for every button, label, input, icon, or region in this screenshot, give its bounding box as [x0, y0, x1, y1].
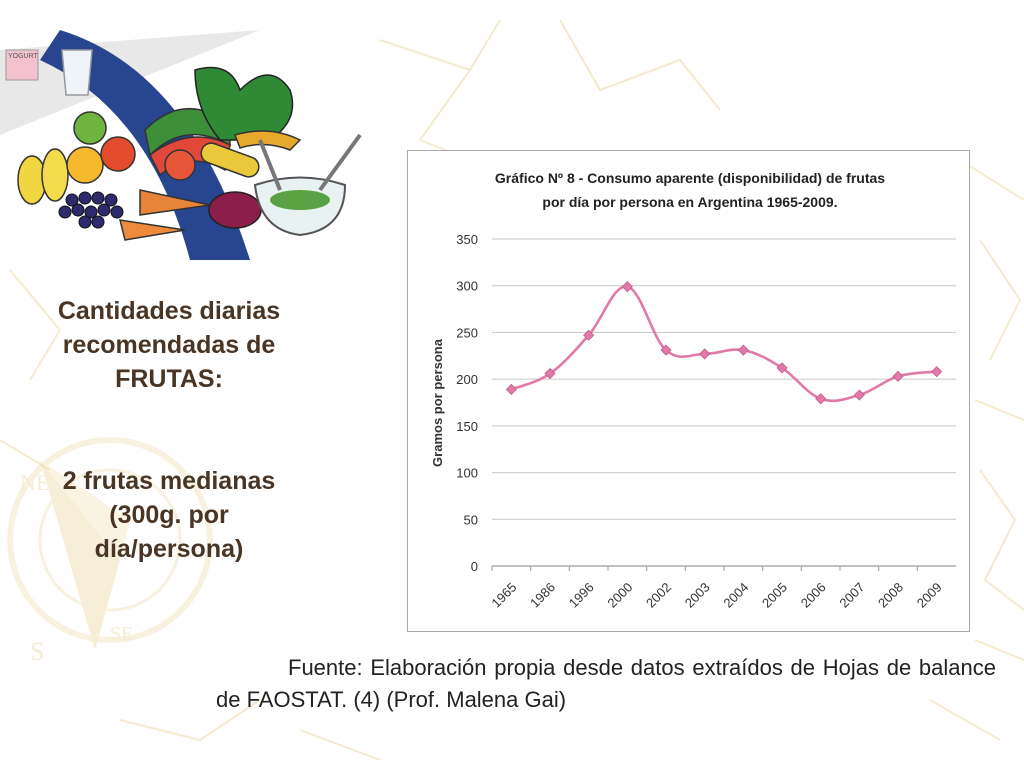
y-tick-label: 350 — [456, 232, 478, 247]
data-point-marker — [621, 281, 633, 293]
svg-text:S: S — [30, 637, 44, 666]
series-markers — [505, 281, 943, 405]
vegetables-icon — [118, 66, 302, 241]
data-point-marker — [544, 367, 556, 380]
data-point-marker — [892, 370, 904, 382]
y-tick-label: 0 — [471, 559, 478, 574]
svg-text:YOGURT: YOGURT — [8, 53, 39, 60]
x-tick-label: 2007 — [836, 580, 867, 611]
svg-text:NE: NE — [20, 470, 49, 495]
x-tick-label: 2008 — [875, 580, 906, 611]
data-point-marker — [660, 344, 672, 356]
y-tick-label: 150 — [456, 419, 478, 434]
line-chart: Gráfico Nº 8 - Consumo aparente (disponi… — [430, 170, 956, 611]
y-tick-label: 250 — [456, 325, 478, 340]
x-tick-label: 2000 — [604, 580, 635, 611]
x-tick-label: 2002 — [643, 580, 674, 611]
chart-title-line-1: Gráfico Nº 8 - Consumo aparente (disponi… — [495, 170, 885, 186]
x-tick-label: 1986 — [527, 580, 558, 611]
y-tick-label: 100 — [456, 466, 478, 481]
compass-watermark-icon: S SE NE — [7, 437, 213, 666]
source-note: Fuente: Elaboración propia desde datos e… — [216, 655, 996, 712]
y-tick-label: 50 — [464, 512, 478, 527]
svg-text:SE: SE — [110, 623, 133, 645]
y-tick-label: 300 — [456, 279, 478, 294]
data-point-marker — [699, 348, 711, 360]
glass-icon — [61, 49, 93, 96]
data-point-marker — [931, 366, 943, 378]
data-point-marker — [583, 329, 595, 341]
x-tick-label: 2003 — [682, 580, 713, 611]
data-point-marker — [853, 389, 865, 401]
data-point-marker — [776, 362, 788, 374]
yogurt-icon: YOGURT — [5, 49, 39, 81]
x-tick-labels: 1965 1986 1996 2000 2002 2003 2004 2005 2006 2007… — [488, 566, 945, 611]
y-tick-label: 200 — [456, 372, 478, 387]
salad-bowl-icon — [253, 133, 362, 237]
data-point-marker — [737, 344, 749, 356]
x-tick-label: 2006 — [798, 580, 829, 611]
y-tick-labels: 0 50 100 150 200 250 300 350 — [456, 232, 478, 574]
data-point-marker — [815, 393, 827, 405]
x-tick-label: 2004 — [720, 580, 751, 611]
x-tick-label: 1965 — [488, 580, 519, 611]
chart-frame: Gráfico Nº 8 - Consumo aparente (disponi… — [407, 150, 970, 632]
recommendation-note: 2 frutas medianas (300g. por día/persona… — [62, 467, 276, 563]
chart-title-line-2: por día por persona en Argentina 1965-20… — [542, 194, 837, 210]
x-tick-label: 1996 — [566, 580, 597, 611]
recommendation-title: Cantidades diarias recomendadas de FRUTA… — [57, 297, 281, 393]
gridlines — [492, 238, 956, 567]
series-line — [510, 285, 937, 403]
x-tick-label: 2005 — [759, 580, 790, 611]
data-point-marker — [505, 383, 517, 395]
y-axis-label: Gramos por persona — [430, 338, 445, 467]
x-tick-label: 2009 — [914, 580, 945, 611]
series-lines — [510, 285, 937, 403]
food-illustration: YOGURT — [0, 30, 362, 260]
